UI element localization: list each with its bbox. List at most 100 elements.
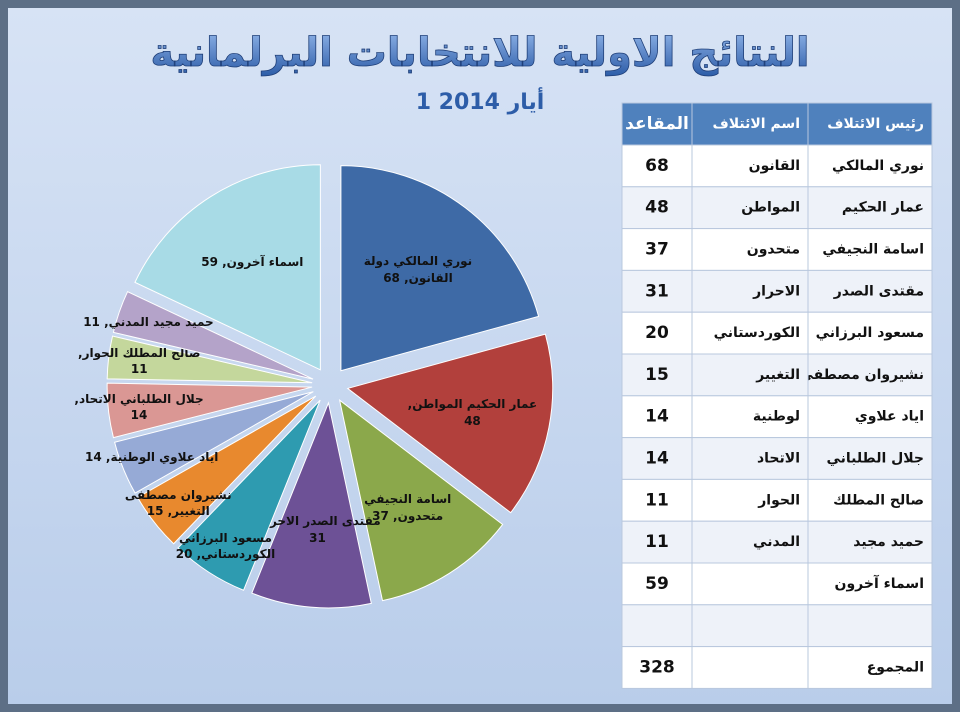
slice-label-text: صالح المطلك الحوار, 11 [78, 345, 201, 377]
table-cell [807, 604, 933, 648]
table-cell [807, 562, 933, 606]
table-cell-text: 48 [645, 198, 669, 218]
table-cell [691, 520, 809, 564]
table-cell [621, 604, 693, 648]
table-header: اسم الائتلاف [712, 116, 800, 132]
table-cell-text: الاتحاد [757, 451, 800, 467]
table-cell [621, 102, 693, 146]
table-cell [691, 311, 809, 355]
table-total: 328 [639, 658, 675, 678]
table: رئيس الائتلاف اسم الائتلاف المقاعد نوري الم… [621, 102, 933, 689]
table-cell [807, 478, 933, 522]
slice-label: جلال الطلباني الاتحاد, 14 [74, 391, 204, 423]
table-cell-text: نشيروان مصطفى [799, 367, 924, 383]
table-cell [807, 353, 933, 397]
table-cell [691, 395, 809, 439]
slice-label-text: نوري المالكي دولة القانون, 68 [363, 254, 473, 285]
table-cell [621, 144, 693, 188]
table-cell [807, 646, 933, 689]
pie-slice [177, 399, 321, 591]
table-cell-text: متحدون [747, 242, 800, 258]
table-cell-text: اسامة النجيفي [822, 242, 924, 258]
pie-slice [106, 335, 313, 384]
table-cell [807, 520, 933, 564]
table-cell [621, 520, 693, 564]
table-cell-text: حميد مجيد [853, 534, 924, 550]
table-cell [621, 228, 693, 271]
pie-slice [338, 398, 504, 602]
slice-label: نشيروان مصطفى التغيير, 15 [125, 488, 232, 518]
pie: نوري المالكي دولة القانون, 68 عمار الحكيم… [74, 164, 554, 609]
slice-label: نوري المالكي دولة القانون, 68 [363, 254, 473, 285]
chart-subtitle: 1 أيار 2014 [416, 86, 545, 115]
slice-label: حميد مجيد المدني, 11 [83, 314, 214, 329]
slice-label: مسعود البرزاني الكوردستاني, 20 [175, 531, 276, 562]
pie-slice [134, 164, 321, 371]
table-cell [691, 604, 809, 648]
table-cell-text: نوري المالكي [832, 158, 924, 175]
table-cell [807, 102, 933, 146]
table-cell-text: مقتدى الصدر [833, 283, 924, 299]
table-cell-text: 68 [645, 156, 669, 176]
table-cell [807, 228, 933, 271]
slice-label: عمار الحكيم المواطن, 48 [408, 397, 538, 427]
table-cell [691, 646, 809, 689]
table-cell-text: عمار الحكيم [842, 200, 924, 216]
slice-label: اياد علاوي الوطنية, 14 [85, 449, 219, 464]
table-cell-text: 14 [645, 449, 669, 469]
table-cell-text: 31 [645, 281, 669, 301]
table-cell-text: صالح المطلك [833, 492, 924, 508]
table-cell [691, 102, 809, 146]
slice-label-text: اسامة النجيفي متحدون, 37 [364, 492, 452, 523]
table-cell [807, 437, 933, 480]
table-cell [621, 646, 693, 689]
table-cell [621, 395, 693, 439]
table-cell-text: 11 [645, 490, 669, 510]
pie-slice [340, 165, 540, 372]
table-cell-text: التغيير [755, 367, 800, 383]
table-cell-text: 20 [645, 323, 669, 343]
slice-label-text: اسماء آخرون, 59 [201, 255, 304, 270]
table-cell-text: القانون [749, 158, 800, 174]
chart-title: النتائج الاولية للانتخابات البرلمانية [150, 30, 809, 76]
table-cell-text: المدني [753, 534, 800, 550]
table-cell-text: الكوردستاني [714, 325, 800, 341]
table-header: المقاعد [625, 114, 689, 134]
slice-label: اسامة النجيفي متحدون, 37 [364, 492, 452, 523]
pie-slice [106, 382, 313, 439]
pie-slice [114, 391, 314, 494]
table-cell-text: مسعود البرزاني [816, 325, 924, 341]
table-cell-text: 59 [645, 574, 669, 594]
table-cell [621, 478, 693, 522]
slice-label-text: مقتدى الصدر الاحرار, 31 [254, 514, 381, 545]
table-cell-text: اسماء آخرون [835, 574, 925, 592]
table-cell-text: 14 [645, 407, 669, 427]
table-cell [691, 186, 809, 230]
table-total: المجموع [867, 660, 924, 676]
table-cell [807, 144, 933, 188]
table-cell-text: الحوار [757, 492, 800, 508]
table-cell-text: اياد علاوي [855, 409, 924, 426]
slice-label: مقتدى الصدر الاحرار, 31 [254, 514, 381, 545]
table-cell-text: 15 [645, 365, 669, 385]
slice-label-text: مسعود البرزاني الكوردستاني, 20 [175, 531, 276, 562]
table-cell-text: لوطنية [753, 409, 800, 425]
slice-label-text: اياد علاوي الوطنية, 14 [85, 449, 219, 464]
pie-slice [346, 333, 554, 514]
slice-label-text: جلال الطلباني الاتحاد, 14 [74, 391, 204, 423]
table-cell-text: 11 [645, 532, 669, 552]
table-cell [621, 311, 693, 355]
slice-label-text: حميد مجيد المدني, 11 [83, 314, 214, 329]
table-cell-text: الاحرار [752, 283, 800, 299]
pie-slice [112, 290, 314, 380]
table-cell-text: المواطن [741, 200, 800, 216]
table-cell [621, 353, 693, 397]
table-cell-text: 37 [645, 240, 669, 260]
pie-slice [251, 401, 372, 609]
slice-label: صالح المطلك الحوار, 11 [78, 345, 201, 377]
pie-slice [136, 395, 317, 545]
table-cell-text: جلال الطلباني [826, 451, 924, 467]
slice-label: اسماء آخرون, 59 [201, 255, 304, 270]
table-header: رئيس الائتلاف [827, 116, 924, 132]
